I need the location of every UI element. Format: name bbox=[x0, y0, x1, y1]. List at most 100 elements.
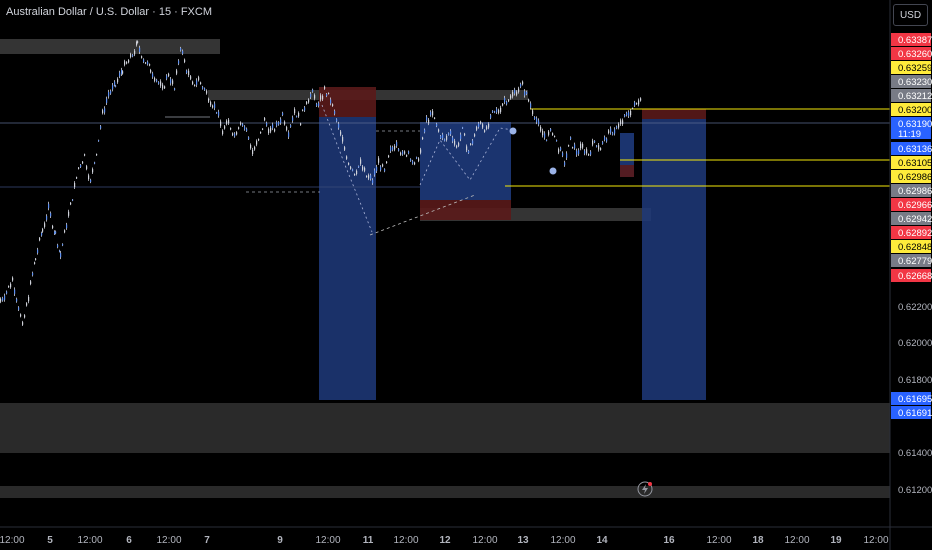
candle-body[interactable] bbox=[310, 93, 312, 98]
candle-body[interactable] bbox=[246, 128, 248, 131]
candle-body[interactable] bbox=[90, 179, 92, 182]
candle-body[interactable] bbox=[330, 99, 332, 104]
candle-body[interactable] bbox=[464, 133, 466, 136]
candle-body[interactable] bbox=[168, 73, 170, 77]
candle-body[interactable] bbox=[500, 107, 502, 112]
candle-body[interactable] bbox=[108, 92, 110, 97]
candle-body[interactable] bbox=[302, 109, 304, 111]
candle-body[interactable] bbox=[0, 298, 2, 302]
candle-body[interactable] bbox=[618, 123, 620, 128]
candle-body[interactable] bbox=[350, 166, 352, 169]
candle-body[interactable] bbox=[262, 128, 264, 130]
candle-body[interactable] bbox=[376, 166, 378, 171]
candle-body[interactable] bbox=[324, 86, 326, 89]
candle-body[interactable] bbox=[372, 179, 374, 184]
candle-body[interactable] bbox=[396, 142, 398, 146]
candle-body[interactable] bbox=[34, 262, 36, 264]
candle-body[interactable] bbox=[454, 140, 456, 145]
candle-body[interactable] bbox=[94, 162, 96, 164]
candle-body[interactable] bbox=[450, 130, 452, 135]
candle-body[interactable] bbox=[580, 143, 582, 149]
candle-body[interactable] bbox=[608, 130, 610, 134]
currency-button[interactable]: USD bbox=[893, 4, 928, 26]
candle-body[interactable] bbox=[244, 126, 246, 130]
candle-body[interactable] bbox=[576, 150, 578, 155]
candle-body[interactable] bbox=[300, 123, 302, 126]
candle-body[interactable] bbox=[150, 69, 152, 73]
candle-body[interactable] bbox=[406, 155, 408, 157]
candle-body[interactable] bbox=[6, 291, 8, 294]
candle-body[interactable] bbox=[488, 123, 490, 128]
candle-body[interactable] bbox=[622, 120, 624, 125]
candle-body[interactable] bbox=[442, 134, 444, 139]
candle-body[interactable] bbox=[554, 135, 556, 137]
candle-body[interactable] bbox=[224, 126, 226, 129]
candle-body[interactable] bbox=[200, 82, 202, 84]
candle-body[interactable] bbox=[388, 155, 390, 158]
candle-body[interactable] bbox=[410, 159, 412, 161]
candle-body[interactable] bbox=[96, 154, 98, 156]
candle-body[interactable] bbox=[316, 103, 318, 106]
candle-body[interactable] bbox=[444, 139, 446, 141]
candle-body[interactable] bbox=[288, 132, 290, 137]
candle-body[interactable] bbox=[166, 75, 168, 79]
candle-body[interactable] bbox=[598, 145, 600, 150]
candle-body[interactable] bbox=[174, 88, 176, 90]
candle-body[interactable] bbox=[26, 303, 28, 306]
candle-body[interactable] bbox=[304, 107, 306, 111]
candle-body[interactable] bbox=[542, 130, 544, 136]
candle-body[interactable] bbox=[208, 98, 210, 102]
candle-body[interactable] bbox=[604, 136, 606, 140]
candle-body[interactable] bbox=[190, 76, 192, 79]
candle-body[interactable] bbox=[268, 129, 270, 133]
candle-body[interactable] bbox=[154, 78, 156, 81]
candle-body[interactable] bbox=[114, 81, 116, 85]
candle-body[interactable] bbox=[528, 99, 530, 102]
candle-body[interactable] bbox=[346, 156, 348, 159]
candle-body[interactable] bbox=[498, 110, 500, 113]
candle-body[interactable] bbox=[312, 89, 314, 92]
candle-body[interactable] bbox=[564, 162, 566, 166]
candle-body[interactable] bbox=[332, 104, 334, 106]
candle-body[interactable] bbox=[156, 79, 158, 82]
candle-body[interactable] bbox=[124, 61, 126, 65]
candle-body[interactable] bbox=[252, 149, 254, 154]
candle-body[interactable] bbox=[538, 120, 540, 125]
candle-body[interactable] bbox=[510, 95, 512, 99]
candle-body[interactable] bbox=[164, 86, 166, 89]
candle-body[interactable] bbox=[106, 98, 108, 103]
candle-body[interactable] bbox=[46, 216, 48, 220]
candle-body[interactable] bbox=[364, 167, 366, 171]
candle-body[interactable] bbox=[64, 230, 66, 233]
candle-body[interactable] bbox=[572, 147, 574, 149]
candle-body[interactable] bbox=[110, 90, 112, 94]
candle-body[interactable] bbox=[434, 117, 436, 119]
candle-body[interactable] bbox=[336, 119, 338, 122]
candle-body[interactable] bbox=[420, 149, 422, 153]
candle-body[interactable] bbox=[518, 88, 520, 92]
candle-body[interactable] bbox=[632, 107, 634, 110]
candle-body[interactable] bbox=[352, 169, 354, 171]
candle-body[interactable] bbox=[594, 140, 596, 143]
candle-body[interactable] bbox=[82, 161, 84, 164]
candle-body[interactable] bbox=[548, 131, 550, 135]
candle-body[interactable] bbox=[222, 130, 224, 134]
candle-body[interactable] bbox=[636, 102, 638, 105]
candle-body[interactable] bbox=[86, 166, 88, 169]
candle-body[interactable] bbox=[638, 100, 640, 105]
candle-body[interactable] bbox=[121, 69, 123, 74]
candle-body[interactable] bbox=[141, 56, 143, 58]
candle-body[interactable] bbox=[282, 112, 284, 116]
candle-body[interactable] bbox=[416, 157, 418, 159]
candle-body[interactable] bbox=[426, 116, 428, 121]
candle-body[interactable] bbox=[48, 203, 50, 209]
candle-body[interactable] bbox=[326, 94, 328, 97]
candle-body[interactable] bbox=[418, 158, 420, 161]
candle-body[interactable] bbox=[147, 61, 149, 65]
candle-body[interactable] bbox=[446, 135, 448, 140]
candle-body[interactable] bbox=[338, 123, 340, 128]
candle-body[interactable] bbox=[456, 145, 458, 148]
candle-body[interactable] bbox=[430, 111, 432, 116]
candle-body[interactable] bbox=[606, 138, 608, 142]
